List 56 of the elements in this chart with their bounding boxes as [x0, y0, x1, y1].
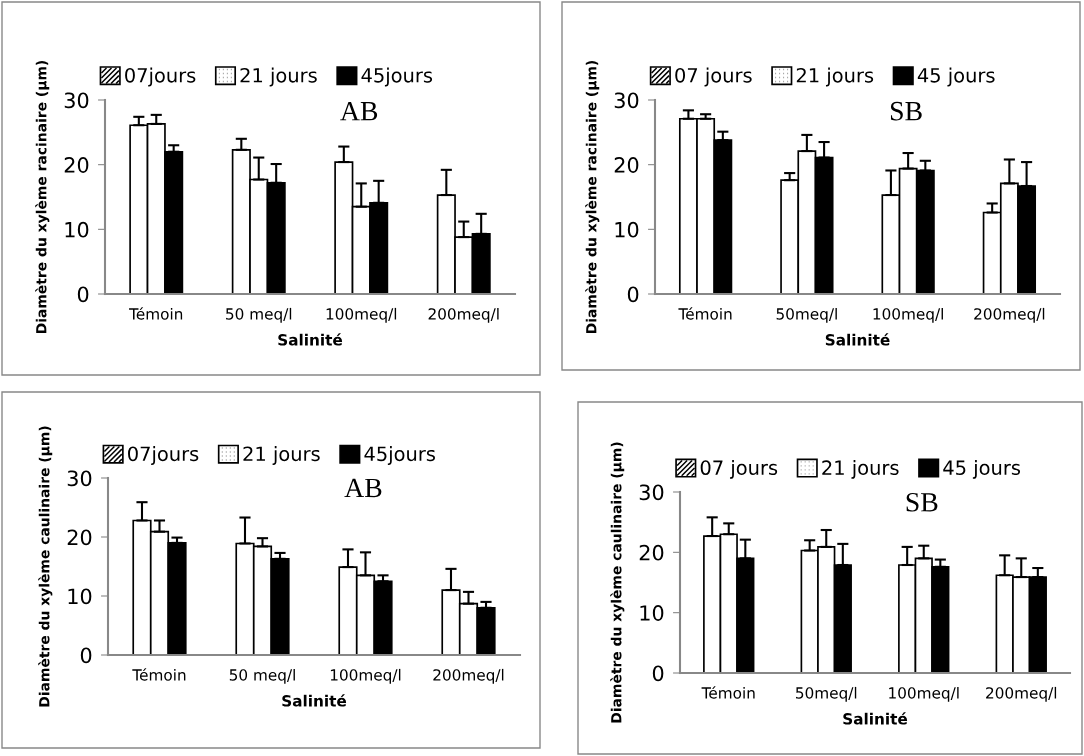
y-tick-label: 0 — [80, 647, 92, 664]
x-tick-label: Témoin — [129, 307, 183, 320]
x-tick-label: 200meq/l — [433, 668, 504, 684]
x-tick-label: 50 meq/l — [229, 668, 295, 684]
x-tick-label: 100meq/l — [873, 307, 943, 323]
x-tick-label: 100meq/l — [326, 307, 397, 323]
legend-label: 45 jours — [943, 459, 1021, 479]
annotation: SB — [890, 101, 922, 121]
y-tick-label: 20 — [67, 529, 92, 546]
x-axis-title: Salinité — [825, 333, 890, 346]
legend-label: 07jours — [128, 446, 199, 465]
legend-label: 07jours — [125, 67, 196, 87]
y-tick-label: 10 — [65, 221, 89, 238]
legend-label: 21 jours — [240, 67, 317, 87]
legend-label: 45 jours — [917, 67, 995, 87]
annotation: AB — [340, 101, 378, 121]
x-tick-label: 200meq/l — [428, 307, 499, 323]
y-tick-label: 20 — [64, 157, 89, 173]
x-tick-label: 200meq/l — [986, 686, 1057, 702]
legend-label: 45jours — [361, 67, 433, 87]
y-tick-label: 0 — [77, 286, 89, 303]
y-tick-label: 30 — [614, 92, 639, 109]
y-axis-title: Diamètre du xylème caulinaire (µm) — [610, 442, 625, 723]
legend-label: 07 jours — [700, 459, 778, 479]
y-tick-label: 30 — [64, 92, 89, 109]
x-tick-label: 100meq/l — [889, 686, 959, 702]
legend-label: 21 jours — [243, 446, 320, 465]
y-tick-label: 0 — [627, 286, 639, 303]
y-tick-label: 10 — [68, 588, 92, 605]
y-axis-title: Diamètre du xylème racinaire (µm) — [585, 60, 600, 334]
y-tick-label: 10 — [615, 221, 639, 238]
x-tick-label: Témoin — [678, 307, 732, 320]
x-tick-label: Témoin — [701, 686, 755, 699]
y-axis-title: Diamètre du xylème racinaire (µm) — [35, 60, 50, 334]
legend-label: 45jours — [364, 446, 435, 465]
x-tick-label: 50meq/l — [796, 686, 857, 702]
x-axis-title: Salinité — [843, 712, 908, 725]
x-tick-label: Témoin — [132, 668, 186, 681]
legend-label: 07 jours — [675, 67, 752, 87]
y-tick-label: 0 — [652, 665, 664, 682]
y-tick-label: 20 — [639, 544, 664, 561]
y-tick-label: 20 — [614, 157, 639, 173]
x-axis-title: Salinité — [282, 694, 347, 707]
legend-label: 21 jours — [796, 67, 874, 87]
x-tick-label: 100meq/l — [330, 668, 401, 684]
x-tick-label: 200meq/l — [974, 307, 1045, 323]
annotation: AB — [344, 478, 382, 498]
x-tick-label: 50 meq/l — [226, 307, 292, 323]
y-axis-title: Diamètre du xylème caulinaire (µm) — [38, 426, 53, 707]
y-tick-label: 30 — [639, 484, 664, 501]
y-tick-label: 10 — [640, 605, 664, 621]
x-axis-title: Salinité — [278, 333, 343, 346]
y-tick-label: 30 — [67, 470, 92, 487]
annotation: SB — [906, 492, 938, 512]
x-tick-label: 50meq/l — [776, 307, 837, 323]
legend-label: 21 jours — [822, 459, 899, 479]
